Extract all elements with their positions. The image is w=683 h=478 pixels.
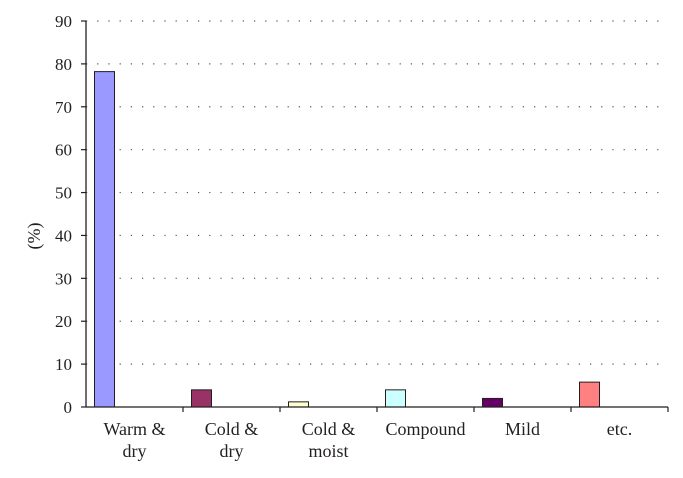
- axes: [81, 20, 669, 412]
- bar: [191, 389, 212, 408]
- y-tick-label: 0: [64, 398, 73, 417]
- x-tick-label: Warm & dry: [103, 419, 165, 461]
- y-tick-label: 70: [55, 98, 72, 117]
- y-tick-label: 30: [55, 269, 72, 288]
- y-tick-label: 80: [55, 55, 72, 74]
- y-tick-labels: 0 10 20 30 40 50 60 70 80 90: [55, 12, 72, 417]
- y-tick-label: 60: [55, 141, 72, 160]
- y-tick-label: 20: [55, 312, 72, 331]
- gridlines: [86, 20, 668, 365]
- x-tick-label: Compound: [385, 419, 465, 439]
- y-tick-label: 10: [55, 355, 72, 374]
- bar: [579, 381, 600, 408]
- y-tick-label: 40: [55, 226, 72, 245]
- y-axis-title: (%): [24, 223, 45, 250]
- x-tick-label: Mild: [505, 419, 540, 439]
- y-tick-label: 50: [55, 184, 72, 203]
- x-tick-label: Cold & dry: [205, 419, 259, 461]
- x-tick-label: etc.: [607, 419, 632, 439]
- y-tick-label: 90: [55, 12, 72, 31]
- x-tick-labels: Warm & dry Cold & dry Cold & moist Compound Mil…: [103, 419, 632, 461]
- bar: [288, 401, 309, 408]
- bars: [94, 71, 600, 408]
- bar: [94, 71, 115, 408]
- bar: [482, 397, 503, 408]
- bar: [385, 389, 406, 408]
- x-tick-label: Cold & moist: [302, 419, 356, 461]
